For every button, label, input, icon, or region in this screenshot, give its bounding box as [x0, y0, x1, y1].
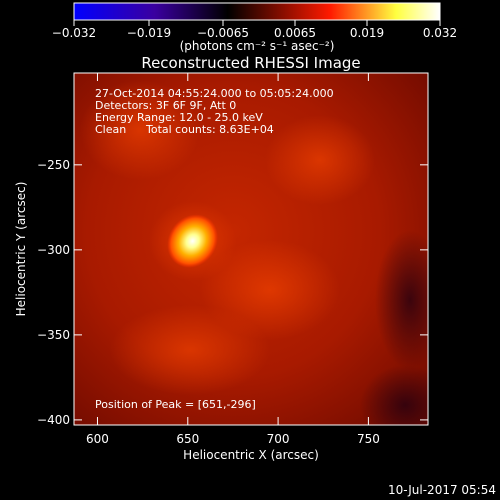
colorbar-tick-label: 0.0065	[274, 26, 316, 40]
y-tick-label: −250	[37, 158, 70, 172]
dark-corner	[360, 365, 428, 425]
x-tick-label: 650	[176, 432, 199, 446]
x-tick-label: 700	[267, 432, 290, 446]
x-axis-label: Heliocentric X (arcsec)	[183, 448, 319, 462]
image-area	[74, 73, 428, 425]
y-tick-label: −400	[37, 413, 70, 427]
y-axis-label: Heliocentric Y (arcsec)	[14, 182, 28, 317]
chart-title: Reconstructed RHESSI Image	[141, 54, 360, 72]
peak-position-label: Position of Peak = [651,-296]	[95, 398, 256, 411]
dark-region	[375, 230, 428, 370]
axis-ticks: 600 650 700 750 −250 −300 −350 −400	[37, 73, 428, 446]
annotation-time-range: 27-Oct-2014 04:55:24.000 to 05:05:24.000	[95, 87, 334, 100]
timestamp: 10-Jul-2017 05:54	[388, 483, 496, 497]
plot-frame	[73, 72, 429, 426]
emission-blob	[110, 305, 270, 395]
colorbar-tick-label: −0.032	[52, 26, 96, 40]
annotation-total-counts: Total counts: 8.63E+04	[145, 123, 274, 136]
colorbar-tick-label: 0.019	[350, 26, 384, 40]
y-tick-label: −300	[37, 243, 70, 257]
emission-blob	[265, 115, 375, 205]
x-tick-label: 600	[86, 432, 109, 446]
y-tick-label: −350	[37, 328, 70, 342]
annotation-detectors: Detectors: 3F 6F 9F, Att 0	[95, 99, 236, 112]
colorbar	[73, 2, 441, 21]
emission-blob	[80, 80, 200, 180]
annotation-algorithm: Clean	[95, 123, 126, 136]
colorbar-label: (photons cm⁻² s⁻¹ asec⁻²)	[180, 39, 335, 53]
colorbar-tick-label: −0.019	[127, 26, 171, 40]
colorbar-tick-label: −0.0065	[197, 26, 249, 40]
x-tick-label: 750	[357, 432, 380, 446]
colorbar-ticks: −0.032 −0.019 −0.0065 0.0065 0.019 0.032	[52, 20, 457, 40]
peak-source	[167, 214, 218, 268]
annotation-energy-range: Energy Range: 12.0 - 25.0 keV	[95, 111, 263, 124]
colorbar-tick-label: 0.032	[423, 26, 457, 40]
